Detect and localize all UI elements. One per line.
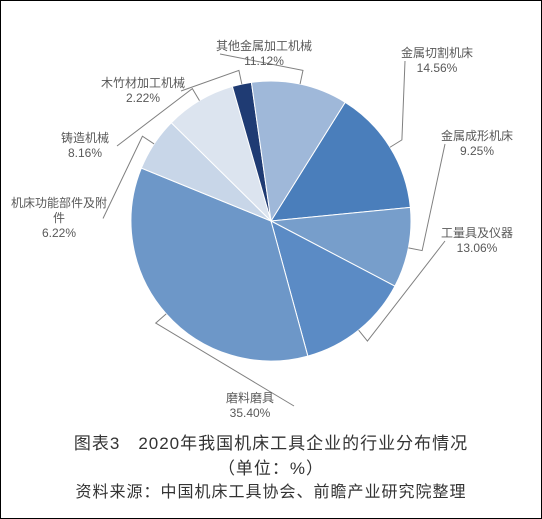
caption-block: 图表3 2020年我国机床工具企业的行业分布情况 （单位：%） 资料来源：中国机… — [1, 431, 541, 505]
slice-label: 磨料磨具 35.40% — [226, 391, 274, 421]
figure-frame: 金属切割机床 14.56% 金属成形机床 9.25% 工量具及仪器 13.06% 磨料… — [0, 0, 542, 519]
slice-label: 其他金属加工机械 11.12% — [216, 39, 312, 69]
slice-label: 铸造机械 8.16% — [61, 131, 109, 161]
slice-label: 木竹材加工机械 2.22% — [101, 76, 185, 106]
figure-title-line1: 图表3 2020年我国机床工具企业的行业分布情况 — [1, 431, 541, 457]
pie-chart: 金属切割机床 14.56% 金属成形机床 9.25% 工量具及仪器 13.06% 磨料… — [1, 1, 541, 431]
slice-label: 机床功能部件及附 件 6.22% — [11, 196, 107, 241]
slice-label: 金属切割机床 14.56% — [401, 46, 473, 76]
slice-label: 金属成形机床 9.25% — [441, 129, 513, 159]
figure-title-line2: （单位：%） — [1, 457, 541, 481]
slice-label: 工量具及仪器 13.06% — [441, 226, 513, 256]
figure-source: 资料来源：中国机床工具协会、前瞻产业研究院整理 — [1, 481, 541, 505]
leader-line — [408, 144, 445, 251]
